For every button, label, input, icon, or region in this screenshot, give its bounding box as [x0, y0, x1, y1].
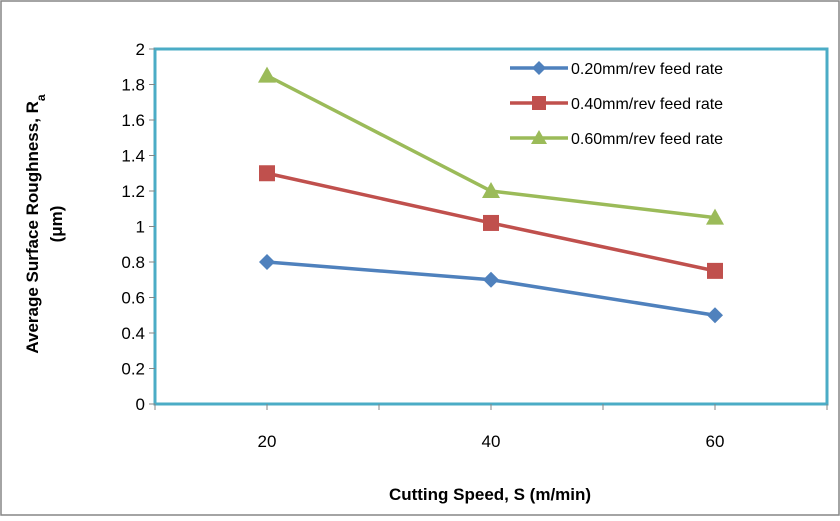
data-point: [482, 182, 500, 198]
y-tick-label: 1.8: [121, 76, 145, 95]
y-tick-label: 0.6: [121, 289, 145, 308]
y-tick-label: 0: [136, 395, 145, 414]
data-point: [707, 307, 723, 324]
legend-marker: [531, 130, 547, 144]
data-point: [259, 254, 275, 270]
x-tick-label: 60: [706, 432, 725, 451]
y-tick-label: 1.2: [121, 182, 145, 201]
data-point: [483, 271, 499, 288]
x-tick-label: 40: [482, 432, 501, 451]
series-3: [258, 66, 724, 225]
data-point: [706, 208, 724, 225]
data-point: [483, 214, 499, 231]
legend-item: 0.40mm/rev feed rate: [510, 96, 723, 113]
data-point: [258, 66, 276, 83]
legend-label: 0.20mm/rev feed rate: [571, 61, 723, 78]
legend-item: 0.60mm/rev feed rate: [510, 130, 723, 148]
y-tick-label: 2: [136, 40, 145, 59]
legend-label: 0.40mm/rev feed rate: [571, 96, 723, 113]
y-tick-label: 0.4: [121, 324, 145, 343]
x-tick-label: 20: [258, 432, 277, 451]
y-tick-label: 1.4: [121, 147, 145, 166]
series-1: [259, 254, 723, 324]
series-2: [259, 165, 723, 279]
y-axis-title: Average Surface Roughness, Ra: [23, 94, 48, 354]
legend-marker: [532, 61, 546, 75]
y-tick-label: 1: [136, 218, 145, 237]
legend-marker: [532, 96, 546, 110]
y-axis-title-main: Average Surface Roughness, R: [23, 101, 42, 354]
data-point: [707, 262, 723, 279]
y-tick-label: 0.8: [121, 253, 145, 272]
legend: 0.20mm/rev feed rate 0.40mm/rev feed rate…: [510, 61, 723, 148]
y-axis-title-subscript: a: [34, 94, 48, 101]
data-point: [259, 165, 275, 182]
legend-label: 0.60mm/rev feed rate: [571, 131, 723, 148]
y-tick-label: 0.2: [121, 360, 145, 379]
x-axis-title: Cutting Speed, S (m/min): [389, 485, 591, 504]
y-tick-label: 1.6: [121, 111, 145, 130]
legend-item: 0.20mm/rev feed rate: [510, 61, 723, 78]
y-axis-unit: (μm): [47, 206, 66, 243]
